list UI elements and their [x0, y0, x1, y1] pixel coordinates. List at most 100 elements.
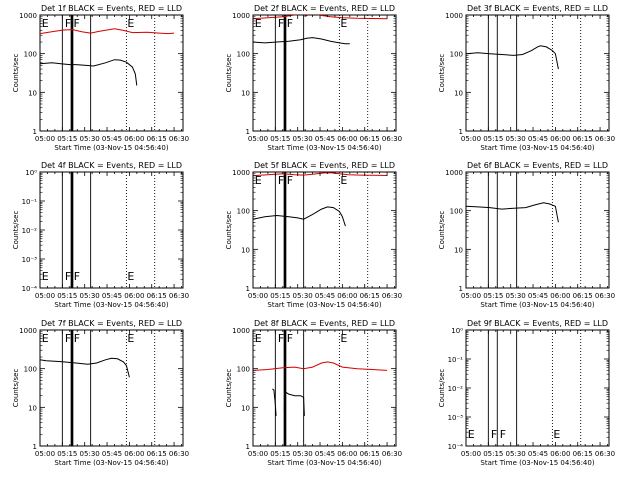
series-events — [40, 59, 138, 86]
x-tick-label: 05:15 — [57, 292, 77, 300]
x-tick-label: 05:30 — [506, 135, 526, 143]
y-tick-label: 10 — [454, 89, 463, 97]
x-tick-label: 05:15 — [57, 135, 77, 143]
x-tick-label: 06:30 — [169, 292, 189, 300]
axes-frame — [465, 329, 610, 447]
x-tick-label: 05:00 — [461, 135, 481, 143]
x-axis-label: Start Time (03-Nov-15 04:56:40) — [54, 459, 168, 467]
x-tick-label: 06:30 — [382, 450, 402, 458]
x-axis-label: Start Time (03-Nov-15 04:56:40) — [480, 144, 594, 152]
y-tick-label: 100 — [24, 51, 37, 59]
x-tick-label: 06:15 — [573, 135, 593, 143]
x-axis-label: Start Time (03-Nov-15 04:56:40) — [267, 459, 381, 467]
series-events — [253, 206, 346, 228]
flag-f: F — [287, 174, 293, 187]
y-tick-label: 100 — [450, 51, 463, 59]
x-tick-label: 05:45 — [102, 135, 122, 143]
series-events — [40, 357, 130, 378]
axes-frame — [39, 329, 184, 447]
x-tick-label: 06:00 — [337, 292, 357, 300]
x-tick-label: 05:15 — [270, 135, 290, 143]
y-tick-label: 1 — [459, 128, 463, 136]
x-tick-label: 05:45 — [528, 135, 548, 143]
panel-det-8: Det 8f BLACK = Events, RED = LLD 05:00 05:… — [225, 319, 402, 467]
x-tick-label: 05:45 — [102, 450, 122, 458]
y-axis-label: Counts/sec — [438, 369, 446, 408]
y-tick-label: 10 — [28, 89, 37, 97]
y-tick-label: 1000 — [445, 169, 463, 177]
y-tick-label: 10 — [241, 246, 250, 254]
flag-e: E — [42, 270, 49, 283]
y-tick-label: 1 — [246, 285, 250, 293]
y-tick-label: 100 — [237, 366, 250, 374]
flag-e: E — [340, 174, 347, 187]
y-tick-label: 10⁰ — [25, 169, 37, 177]
flag-f: F — [287, 332, 293, 345]
x-tick-label: 06:00 — [124, 450, 144, 458]
x-tick-label: 06:00 — [550, 450, 570, 458]
y-tick-label: 1000 — [19, 327, 37, 335]
series-lld — [253, 361, 388, 371]
y-tick-label: 10⁻³ — [22, 256, 38, 264]
y-tick-label: 100 — [450, 208, 463, 216]
panel-det-5: Det 5f BLACK = Events, RED = LLD 05:00 05:… — [225, 161, 402, 309]
x-axis-label: Start Time (03-Nov-15 04:56:40) — [54, 144, 168, 152]
flag-e: E — [340, 332, 347, 345]
x-tick-label: 06:30 — [595, 292, 615, 300]
flag-f: F — [287, 17, 293, 30]
y-tick-label: 1000 — [232, 12, 250, 20]
series-events — [466, 45, 559, 70]
x-tick-label: 05:00 — [248, 450, 268, 458]
x-tick-label: 06:30 — [382, 292, 402, 300]
flag-f: F — [74, 270, 80, 283]
flag-f: F — [491, 428, 497, 441]
x-tick-label: 05:30 — [80, 450, 100, 458]
x-tick-label: 06:15 — [360, 450, 380, 458]
series-events — [272, 388, 277, 416]
x-tick-label: 05:30 — [506, 450, 526, 458]
x-tick-label: 06:15 — [360, 292, 380, 300]
y-tick-label: 1000 — [445, 12, 463, 20]
panel-title: Det 5f BLACK = Events, RED = LLD — [254, 161, 395, 170]
panel-title: Det 2f BLACK = Events, RED = LLD — [254, 4, 395, 13]
x-axis-label: Start Time (03-Nov-15 04:56:40) — [480, 459, 594, 467]
x-tick-label: 05:00 — [248, 292, 268, 300]
panel-title: Det 4f BLACK = Events, RED = LLD — [41, 161, 182, 170]
y-tick-label: 1 — [246, 128, 250, 136]
y-tick-label: 10 — [28, 404, 37, 412]
x-tick-label: 05:45 — [315, 292, 335, 300]
panel-title: Det 8f BLACK = Events, RED = LLD — [254, 319, 395, 328]
x-tick-label: 06:15 — [573, 450, 593, 458]
axes-frame — [252, 14, 397, 132]
series-events — [466, 202, 559, 223]
panel-title: Det 6f BLACK = Events, RED = LLD — [467, 161, 608, 170]
x-tick-label: 05:15 — [483, 135, 503, 143]
flag-f: F — [74, 332, 80, 345]
axes-frame — [465, 14, 610, 132]
flag-f: F — [278, 332, 284, 345]
x-tick-label: 06:15 — [147, 450, 167, 458]
y-tick-label: 1 — [246, 443, 250, 451]
flag-e: E — [42, 332, 49, 345]
flag-e: E — [42, 17, 49, 30]
y-tick-label: 10⁻¹ — [448, 356, 464, 364]
y-tick-label: 10⁻² — [448, 385, 464, 393]
x-axis-label: Start Time (03-Nov-15 04:56:40) — [480, 301, 594, 309]
y-tick-label: 1 — [33, 443, 37, 451]
flag-e: E — [255, 332, 262, 345]
x-tick-label: 05:30 — [293, 450, 313, 458]
flag-f: F — [73, 17, 79, 30]
x-tick-label: 05:15 — [57, 450, 77, 458]
flag-f: F — [278, 174, 284, 187]
x-tick-label: 05:15 — [483, 450, 503, 458]
x-axis-label: Start Time (03-Nov-15 04:56:40) — [267, 301, 381, 309]
panel-title: Det 7f BLACK = Events, RED = LLD — [41, 319, 182, 328]
x-tick-label: 05:45 — [528, 450, 548, 458]
y-tick-label: 1 — [33, 128, 37, 136]
flag-f: F — [278, 17, 284, 30]
flag-f: F — [65, 332, 71, 345]
